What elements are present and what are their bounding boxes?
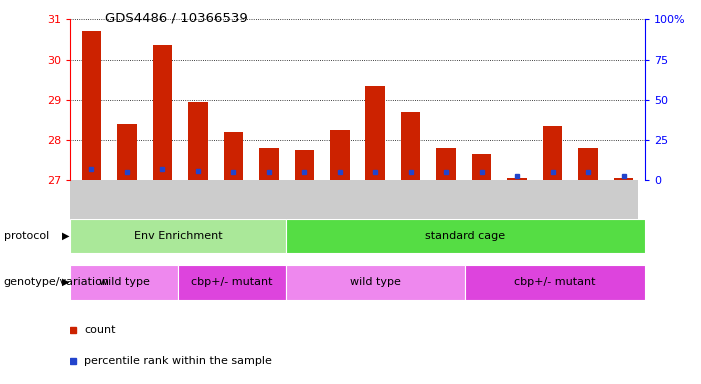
Text: cbp+/- mutant: cbp+/- mutant xyxy=(191,277,273,287)
Bar xyxy=(188,102,207,180)
Text: ▶: ▶ xyxy=(62,277,69,287)
Bar xyxy=(178,265,286,300)
Bar xyxy=(437,148,456,180)
Bar xyxy=(614,179,634,180)
Text: count: count xyxy=(85,325,116,335)
Bar xyxy=(224,132,243,180)
Text: ▶: ▶ xyxy=(62,231,69,241)
Bar xyxy=(81,31,101,180)
Bar xyxy=(401,112,421,180)
Bar xyxy=(465,265,645,300)
Text: cbp+/- mutant: cbp+/- mutant xyxy=(515,277,596,287)
Bar xyxy=(294,150,314,180)
Bar xyxy=(578,148,598,180)
Text: wild type: wild type xyxy=(350,277,401,287)
Bar xyxy=(153,45,172,180)
Bar xyxy=(365,86,385,180)
Text: standard cage: standard cage xyxy=(426,231,505,241)
Bar xyxy=(117,124,137,180)
Bar xyxy=(70,219,286,253)
Bar xyxy=(259,148,278,180)
Text: protocol: protocol xyxy=(4,231,49,241)
Bar xyxy=(330,130,350,180)
Bar xyxy=(472,154,491,180)
Text: percentile rank within the sample: percentile rank within the sample xyxy=(85,356,273,366)
Text: GDS4486 / 10366539: GDS4486 / 10366539 xyxy=(105,12,248,25)
Text: wild type: wild type xyxy=(99,277,149,287)
Text: Env Enrichment: Env Enrichment xyxy=(134,231,222,241)
Bar xyxy=(70,180,638,221)
Bar xyxy=(70,265,178,300)
Bar xyxy=(508,179,527,180)
Bar xyxy=(286,219,645,253)
Text: genotype/variation: genotype/variation xyxy=(4,277,109,287)
Bar xyxy=(286,265,465,300)
Bar xyxy=(543,126,562,180)
